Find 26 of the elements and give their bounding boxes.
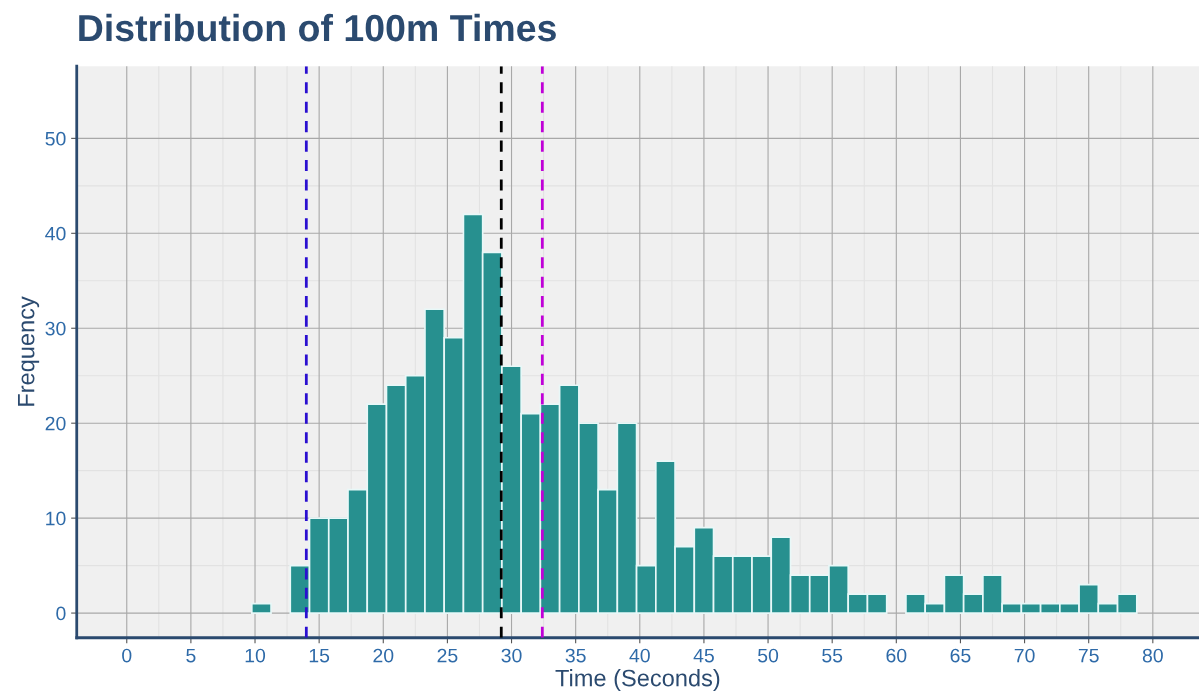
x-tick-label: 35 [565, 648, 586, 663]
x-tick-label: 50 [758, 648, 779, 663]
y-tick-label: 40 [45, 226, 66, 241]
x-tick-label: 60 [886, 648, 907, 663]
x-tick-label: 10 [245, 648, 266, 663]
x-tick-label: 15 [309, 648, 330, 663]
x-tick-label: 30 [501, 648, 522, 663]
y-tick-label: 10 [46, 511, 66, 526]
y-tick-label: 50 [45, 131, 66, 146]
x-tick-label: 45 [693, 648, 714, 663]
x-tick-label: 5 [186, 648, 196, 663]
x-tick-label: 0 [122, 648, 132, 663]
y-tick-label: 30 [45, 321, 66, 336]
x-tick-label: 25 [437, 648, 458, 663]
x-tick-label: 70 [1014, 648, 1035, 663]
chart-title: Distribution of 100m Times [79, 13, 556, 42]
y-tick-label: 20 [45, 416, 66, 431]
y-tick-label: 0 [56, 606, 66, 621]
x-tick-label: 20 [373, 648, 394, 663]
x-tick-label: 65 [950, 648, 971, 663]
x-tick-label: 80 [1142, 648, 1163, 663]
y-axis-title: Frequency [17, 296, 40, 406]
x-tick-label: 75 [1078, 648, 1099, 663]
x-tick-label: 55 [822, 648, 843, 663]
x-axis-title: Time (Seconds) [555, 669, 720, 692]
x-tick-label: 40 [629, 648, 650, 663]
